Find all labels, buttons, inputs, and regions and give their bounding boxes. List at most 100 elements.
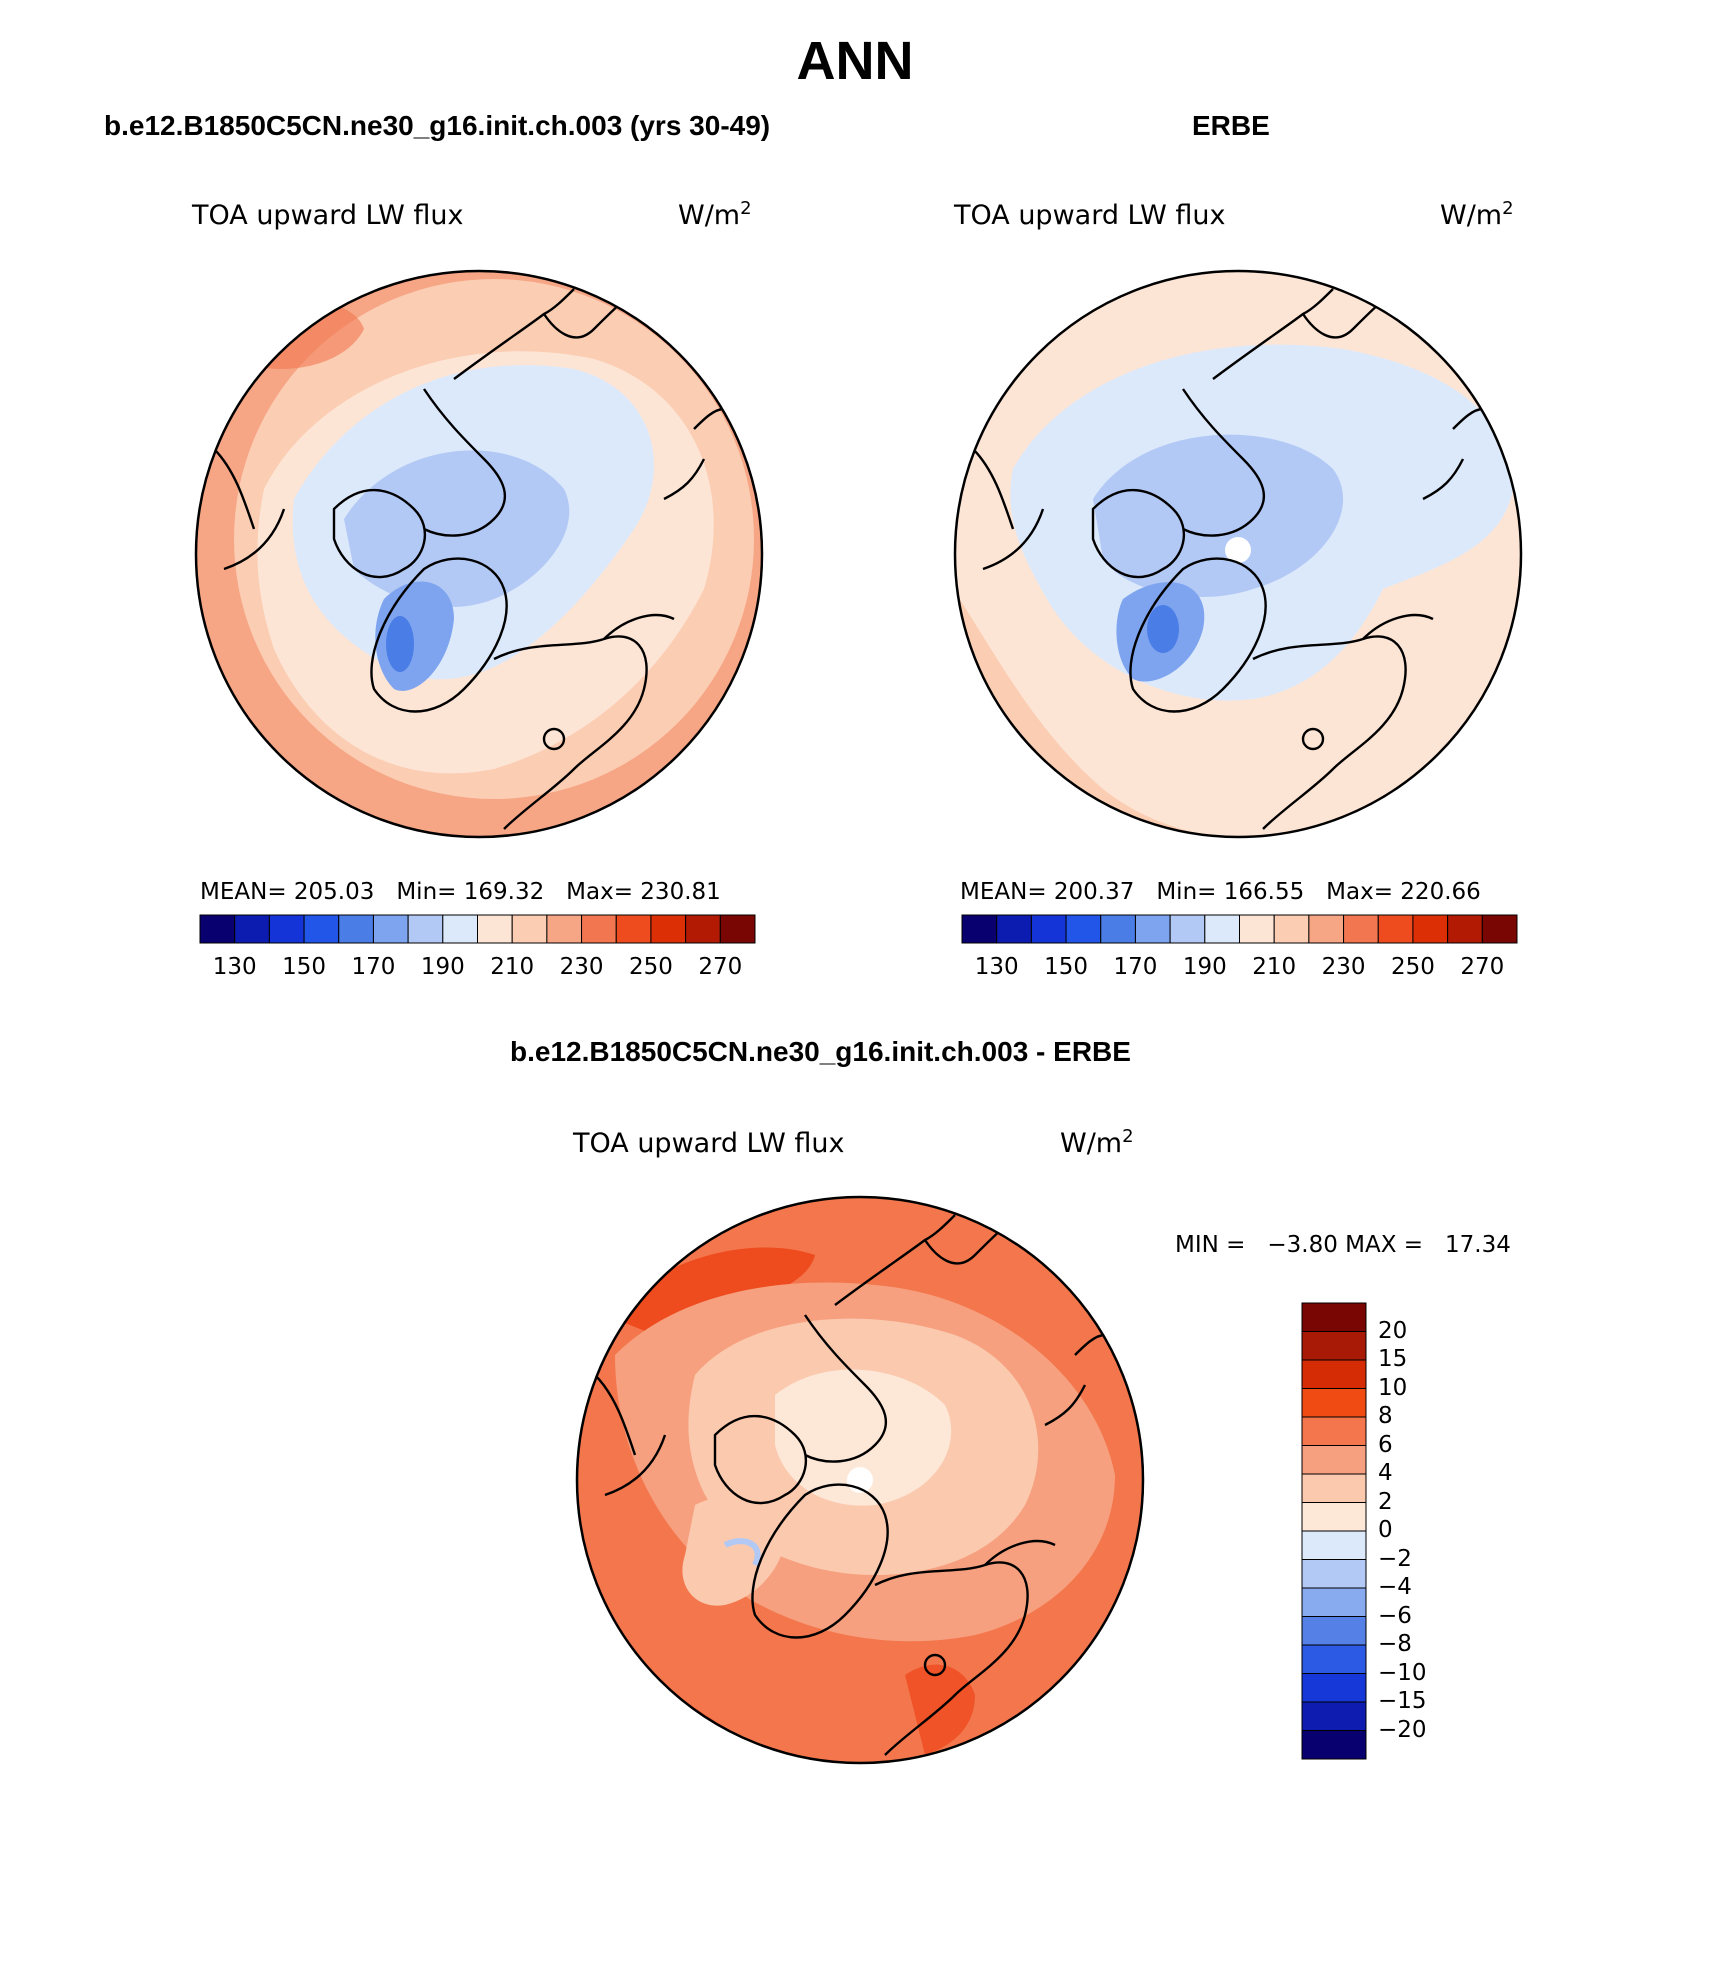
panel-model-colorbar-tick-label: 170 — [351, 954, 396, 980]
diff-panel-colorbar-tick-label: 15 — [1378, 1346, 1408, 1372]
diff-panel-colorbar-box — [1301, 1701, 1367, 1731]
diff-panel-colorbar-tick-label: 2 — [1378, 1488, 1393, 1515]
panel-erbe-colorbar-tick-label: 230 — [1321, 954, 1366, 980]
diff-panel-colorbar-box — [1301, 1730, 1367, 1760]
diff-panel-colorbar-box — [1301, 1616, 1367, 1646]
diff-panel-colorbar-tick-label: −20 — [1378, 1716, 1427, 1743]
panel-erbe-colorbar-tick-label: 130 — [974, 954, 1019, 980]
panel-model-colorbar-box — [719, 914, 756, 944]
panel-model-colorbar-box — [650, 914, 687, 944]
panel-erbe-colorbar-box — [996, 914, 1032, 944]
diff-panel-min-max: MIN = −3.80 MAX = 17.34 — [1175, 1232, 1511, 1258]
panel-model-colorbar-box — [615, 914, 652, 944]
diff-panel-polar-map — [575, 1195, 1145, 1765]
panel-erbe-colorbar-box — [1447, 914, 1483, 944]
panel-erbe-colorbar-tick-label: 150 — [1044, 954, 1089, 980]
diff-panel-colorbar-tick-label: 10 — [1378, 1374, 1408, 1401]
panel-erbe-variable-label: TOA upward LW flux — [954, 200, 1226, 231]
panel-model-colorbar-box — [511, 914, 548, 944]
panel-model-colorbar-box — [372, 914, 409, 944]
panel-model-colorbar-box — [477, 914, 513, 944]
diff-panel-colorbar — [1301, 1302, 1367, 1760]
diff-panel-colorbar-box — [1301, 1473, 1367, 1503]
diff-panel-variable-label: TOA upward LW flux — [573, 1128, 845, 1159]
panel-model-units-label: W/m2 — [678, 198, 752, 231]
diff-panel-colorbar-box — [1301, 1302, 1367, 1332]
diff-panel-colorbar-ticks: 20 15 10 8 6 4 2 0 −2 −4 −6 −8 −10 −15 −20 — [1378, 1302, 1498, 1762]
diff-panel-colorbar-box — [1301, 1331, 1367, 1361]
panel-erbe-colorbar-box — [1204, 914, 1240, 944]
panel-model-colorbar-box — [303, 914, 340, 944]
diff-panel-colorbar-box — [1301, 1673, 1367, 1703]
diff-panel-colorbar-tick-label: 20 — [1378, 1317, 1408, 1344]
panel-erbe-colorbar-box — [1273, 914, 1310, 944]
diff-panel-colorbar-tick-label: 0 — [1378, 1517, 1393, 1543]
diff-panel-colorbar-tick-label: −15 — [1378, 1688, 1427, 1714]
panel-erbe-colorbar-ticks: 130 150 170 190 210 230 250 270 — [962, 954, 1517, 984]
diff-panel-colorbar-tick-label: −4 — [1378, 1574, 1412, 1600]
diff-panel-colorbar-tick-label: −8 — [1378, 1631, 1412, 1657]
diff-panel-colorbar-tick-label: 4 — [1378, 1460, 1393, 1486]
diff-panel-colorbar-tick-label: −10 — [1378, 1659, 1427, 1686]
panel-model-stats: MEAN= 205.03 Min= 169.32 Max= 230.81 — [200, 879, 721, 905]
panel-erbe-colorbar-box — [1100, 914, 1136, 944]
diff-panel-colorbar-tick-label: 6 — [1378, 1431, 1393, 1458]
diff-panel-title: b.e12.B1850C5CN.ne30_g16.init.ch.003 - E… — [510, 1036, 1131, 1067]
panel-model-colorbar-tick-label: 270 — [698, 954, 743, 980]
panel-model-colorbar-tick-label: 230 — [559, 954, 604, 980]
panel-model-colorbar-box — [268, 914, 305, 944]
diff-panel-colorbar-box — [1301, 1530, 1367, 1560]
panel-erbe-colorbar-tick-label: 250 — [1390, 954, 1435, 980]
panel-erbe-colorbar-box — [1481, 914, 1518, 944]
panel-model-colorbar-ticks: 130 150 170 190 210 230 250 270 — [200, 954, 755, 984]
main-title: ANN — [796, 31, 914, 91]
panel-erbe-colorbar-tick-label: 170 — [1113, 954, 1158, 980]
panel-erbe-colorbar-box — [1169, 914, 1206, 944]
panel-erbe-colorbar-box — [1377, 914, 1414, 944]
diff-panel-colorbar-tick-label: −2 — [1378, 1545, 1412, 1572]
panel-model-colorbar — [199, 914, 756, 944]
panel-model-colorbar-box — [338, 914, 374, 944]
panel-model-polar-map — [194, 269, 764, 839]
panel-model-colorbar-box — [685, 914, 721, 944]
panel-erbe-units-label: W/m2 — [1440, 198, 1514, 231]
panel-erbe-stats: MEAN= 200.37 Min= 166.55 Max= 220.66 — [960, 879, 1481, 905]
panel-erbe-colorbar-box — [1030, 914, 1067, 944]
diff-panel-colorbar-box — [1301, 1559, 1367, 1589]
diff-panel-colorbar-box — [1301, 1388, 1367, 1418]
panel-erbe-colorbar-box — [1308, 914, 1345, 944]
panel-model-colorbar-box — [199, 914, 236, 944]
diff-panel-colorbar-tick-label: 8 — [1378, 1403, 1393, 1429]
panel-erbe-colorbar — [961, 914, 1518, 944]
diff-panel-colorbar-box — [1301, 1502, 1367, 1532]
panel-model-colorbar-box — [581, 914, 617, 944]
panel-model-variable-label: TOA upward LW flux — [192, 200, 464, 231]
panel-model-colorbar-box — [234, 914, 270, 944]
panel-erbe-colorbar-tick-label: 190 — [1182, 954, 1227, 980]
diff-panel-colorbar-box — [1301, 1644, 1367, 1674]
panel-model-colorbar-tick-label: 130 — [212, 954, 257, 980]
diff-panel-colorbar-box — [1301, 1445, 1367, 1475]
panel-erbe-colorbar-tick-label: 210 — [1252, 954, 1297, 980]
panel-erbe-colorbar-box — [1134, 914, 1171, 944]
panel-erbe-colorbar-box — [1412, 914, 1449, 944]
panel-model-colorbar-tick-label: 150 — [282, 954, 327, 980]
panel-erbe-colorbar-box — [1065, 914, 1102, 944]
panel-erbe-colorbar-box — [1239, 914, 1275, 944]
panel-model-colorbar-box — [442, 914, 478, 944]
diff-panel-units-label: W/m2 — [1060, 1126, 1134, 1159]
panel-erbe-colorbar-box — [961, 914, 998, 944]
diff-panel-colorbar-box — [1301, 1416, 1367, 1446]
panel-model-colorbar-tick-label: 210 — [490, 954, 535, 980]
diff-panel-colorbar-box — [1301, 1587, 1367, 1617]
panel-erbe-title: ERBE — [1192, 110, 1270, 141]
panel-erbe-polar-map — [953, 269, 1523, 839]
panel-model-colorbar-tick-label: 250 — [628, 954, 673, 980]
diff-panel-colorbar-tick-label: −6 — [1378, 1602, 1412, 1629]
panel-model-colorbar-tick-label: 190 — [420, 954, 465, 980]
panel-model-title: b.e12.B1850C5CN.ne30_g16.init.ch.003 (yr… — [104, 110, 771, 141]
panel-erbe-colorbar-box — [1343, 914, 1379, 944]
diff-panel-colorbar-box — [1301, 1359, 1367, 1389]
panel-model-colorbar-box — [407, 914, 444, 944]
panel-model-colorbar-box — [546, 914, 583, 944]
